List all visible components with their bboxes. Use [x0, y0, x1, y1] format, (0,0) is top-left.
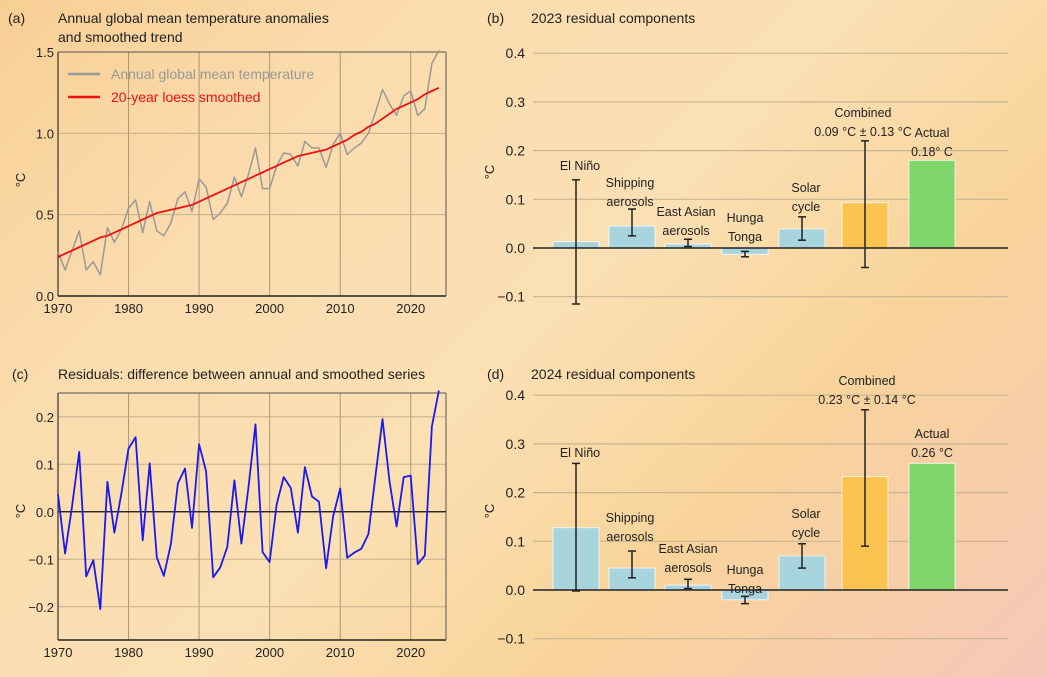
category-label-line2: 0.09 °C ± 0.13 °C	[814, 125, 911, 139]
category-label-line2: aerosols	[606, 195, 653, 209]
x-tick-label: 1970	[44, 645, 73, 660]
panel-a: (a) Annual global mean temperature anoma…	[8, 10, 447, 316]
x-tick-label: 1980	[114, 645, 143, 660]
y-tick-label: 0.0	[36, 505, 54, 520]
category-label-line1: Shipping	[606, 176, 655, 190]
category-label-line1: Solar	[791, 507, 820, 521]
panel-c: (c) Residuals: difference between annual…	[12, 366, 447, 660]
y-tick-label: −0.1	[28, 552, 54, 567]
x-tick-label: 1980	[114, 301, 143, 316]
y-tick-label: 0.1	[506, 191, 526, 207]
panel-c-grid	[58, 393, 446, 640]
panel-a-legend: Annual global mean temperature 20-year l…	[68, 66, 314, 105]
panel-a-tag: (a)	[8, 10, 25, 26]
category-label-line1: East Asian	[658, 542, 717, 556]
bar-actual	[908, 159, 956, 249]
panel-a-series	[57, 50, 440, 276]
x-tick-label: 1990	[185, 301, 214, 316]
series-line-20-year-loess-smoothed	[57, 86, 440, 258]
x-tick-label: 2000	[255, 301, 284, 316]
panel-c-tag: (c)	[12, 366, 28, 382]
panel-b-ylabel: °C	[482, 165, 497, 180]
x-tick-label: 2020	[396, 301, 425, 316]
panel-a-title-line2: and smoothed trend	[58, 29, 183, 45]
panel-d-tag: (d)	[487, 366, 504, 382]
y-tick-label: 0.5	[36, 208, 54, 223]
category-label-line2: cycle	[792, 200, 821, 214]
category-label-line2: Tonga	[728, 230, 762, 244]
category-label-line2: 0.23 °C ± 0.14 °C	[818, 393, 915, 407]
panel-b: (b) 2023 residual components °C −0.1 0.0 0…	[482, 10, 1008, 305]
category-label-line2: aerosols	[662, 224, 709, 238]
panel-a-title-line1: Annual global mean temperature anomalies	[58, 10, 329, 26]
category-label-line2: cycle	[792, 526, 821, 540]
category-label-line1: Shipping	[606, 511, 655, 525]
panel-d-plot: −0.1 0.0 0.1 0.2 0.3 0.4 El Niño Shipping aeroso…	[497, 374, 1008, 647]
x-tick-label: 2020	[396, 645, 425, 660]
y-tick-label: −0.2	[28, 600, 54, 615]
category-label-line1: Actual	[915, 126, 950, 140]
y-tick-label: 0.2	[506, 485, 526, 501]
y-tick-label: 0.0	[506, 582, 526, 598]
category-label-line2: aerosols	[606, 530, 653, 544]
y-tick-label: −0.1	[497, 289, 525, 305]
series-line-residuals	[57, 390, 440, 610]
y-tick-label: 0.0	[36, 289, 54, 304]
x-tick-label: 2010	[326, 645, 355, 660]
x-tick-label: 1990	[185, 645, 214, 660]
y-tick-label: −0.1	[497, 631, 525, 647]
panel-c-series	[57, 390, 440, 610]
category-label-line2: aerosols	[664, 561, 711, 575]
category-label-line1: East Asian	[656, 205, 715, 219]
panel-a-axes: 1970 1980 1990 2000 2010 2020 0.0 0.5 1.0 1.5	[36, 45, 447, 316]
y-tick-label: 1.0	[36, 126, 54, 141]
panel-d-ylabel: °C	[482, 504, 497, 519]
x-tick-label: 2010	[326, 301, 355, 316]
y-tick-label: 0.2	[506, 143, 526, 159]
category-label-line1: Combined	[839, 374, 896, 388]
legend-label-annual: Annual global mean temperature	[111, 66, 314, 82]
x-tick-label: 2000	[255, 645, 284, 660]
category-label-line2: 0.18° C	[911, 145, 953, 159]
y-tick-label: 0.2	[36, 410, 54, 425]
category-label-line1: Combined	[835, 106, 892, 120]
panel-b-plot: −0.1 0.0 0.1 0.2 0.3 0.4 El Niño Shipping aeroso…	[497, 45, 1008, 305]
panel-c-axes: 1970 1980 1990 2000 2010 2020 −0.2 −0.1 0.0 0.1 0.…	[28, 392, 447, 660]
panel-c-ylabel: °C	[13, 504, 28, 519]
panel-b-title: 2023 residual components	[531, 10, 695, 26]
bar-actual	[908, 462, 956, 591]
panel-a-ylabel: °C	[13, 173, 28, 188]
y-tick-label: 0.4	[506, 387, 526, 403]
y-tick-label: 0.0	[506, 240, 526, 256]
category-label-line2: Tonga	[728, 582, 762, 596]
panel-c-title: Residuals: difference between annual and…	[58, 366, 425, 382]
category-label-line1: Actual	[915, 427, 950, 441]
y-tick-label: 0.3	[506, 436, 526, 452]
category-label-line1: Hunga	[727, 211, 764, 225]
category-label-line1: Hunga	[727, 563, 764, 577]
series-line-annual-global-mean-temperature	[57, 50, 440, 276]
panel-d: (d) 2024 residual components °C −0.1 0.0 0…	[482, 366, 1008, 647]
y-tick-label: 0.3	[506, 94, 526, 110]
category-label-line1: El Niño	[560, 446, 600, 460]
y-tick-label: 1.5	[36, 45, 54, 60]
x-tick-label: 1970	[44, 301, 73, 316]
panel-d-title: 2024 residual components	[531, 366, 695, 382]
legend-label-smoothed: 20-year loess smoothed	[111, 89, 260, 105]
category-label-line1: Solar	[791, 181, 820, 195]
y-tick-label: 0.4	[506, 45, 526, 61]
category-label-line1: El Niño	[560, 159, 600, 173]
y-tick-label: 0.1	[36, 457, 54, 472]
panel-b-tag: (b)	[487, 10, 504, 26]
category-label-line2: 0.26 °C	[911, 446, 953, 460]
y-tick-label: 0.1	[506, 533, 526, 549]
